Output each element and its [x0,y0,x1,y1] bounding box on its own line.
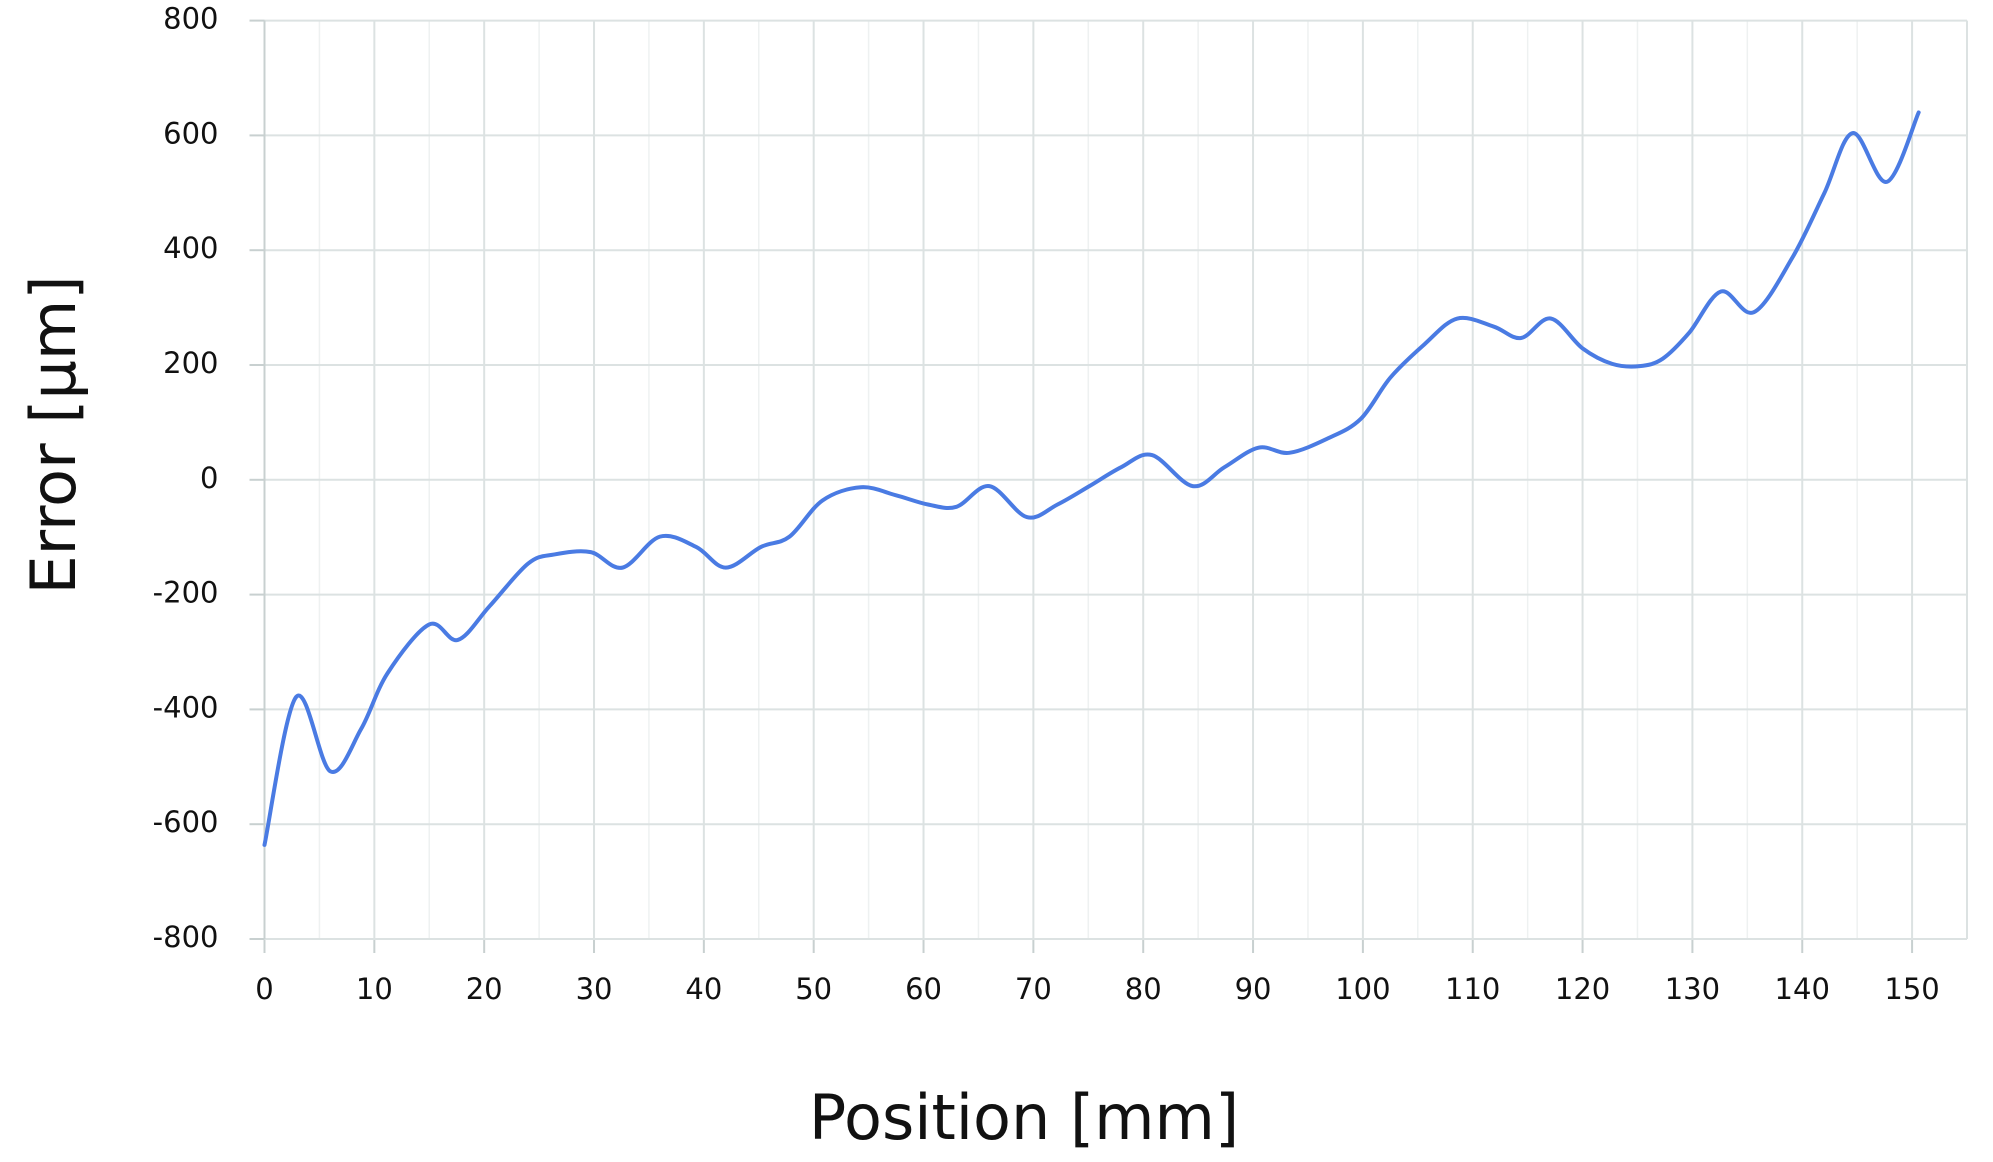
x-tick-label: 70 [1015,972,1052,1006]
y-tick-label: 600 [163,116,218,150]
x-tick-label: 90 [1235,972,1272,1006]
x-tick-label: 100 [1335,972,1390,1006]
x-tick-label: 20 [466,972,503,1006]
y-tick-label: -400 [153,690,219,724]
x-tick-label: 50 [795,972,832,1006]
y-tick-label: -600 [153,805,219,839]
x-tick-label: 30 [576,972,613,1006]
y-axis-label: Error [µm] [17,275,90,594]
x-tick-label: 80 [1125,972,1162,1006]
data-line [262,110,1921,847]
x-tick-label: 40 [685,972,722,1006]
x-tick-label: 120 [1555,972,1610,1006]
y-tick-label: -800 [153,920,219,954]
x-tick-label: 130 [1665,972,1720,1006]
y-tick-label: 800 [163,2,218,36]
x-tick-label: 60 [905,972,942,1006]
x-tick-label: 140 [1775,972,1830,1006]
y-tick-label: -200 [153,576,219,610]
x-tick-label: 10 [356,972,393,1006]
y-tick-label: 0 [200,461,218,495]
x-axis-label: Position [mm] [809,1081,1239,1154]
x-tick-label: 150 [1884,972,1939,1006]
x-tick-label: 0 [255,972,273,1006]
y-tick-label: 200 [163,346,218,380]
y-tick-label: 400 [163,231,218,265]
x-tick-label: 110 [1445,972,1500,1006]
